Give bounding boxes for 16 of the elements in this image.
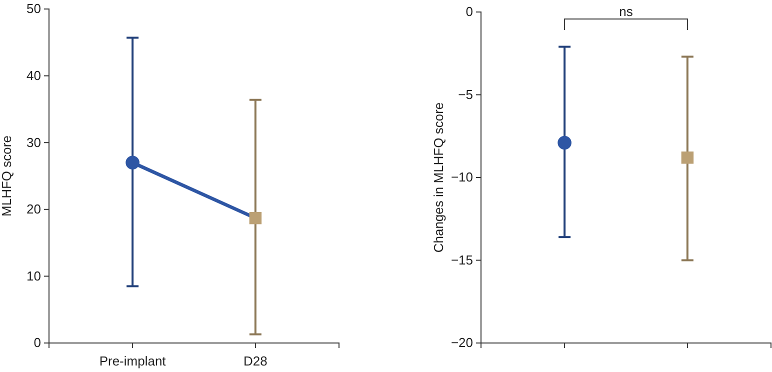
y-tick-label: −15 xyxy=(450,252,473,268)
y-tick-label: 10 xyxy=(26,268,41,284)
y-tick-label: −10 xyxy=(450,170,473,185)
y-axis-title: MLHFQ score xyxy=(0,136,14,216)
x-tick-label: D28 xyxy=(244,353,268,368)
y-axis-title: Changes in MLHFQ score xyxy=(431,102,446,253)
y-tick-label: 20 xyxy=(26,202,41,217)
y-tick-label: −20 xyxy=(450,335,473,350)
y-tick-label: 30 xyxy=(26,134,41,150)
y-tick-label: 50 xyxy=(26,1,41,16)
y-tick-label: 40 xyxy=(26,68,41,83)
y-tick-label: −5 xyxy=(458,86,473,102)
y-tick-label: 0 xyxy=(34,335,41,350)
x-tick-label: Pre-implant xyxy=(99,353,166,368)
annotation: ns xyxy=(619,4,634,19)
y-tick-label: 0 xyxy=(466,4,473,20)
